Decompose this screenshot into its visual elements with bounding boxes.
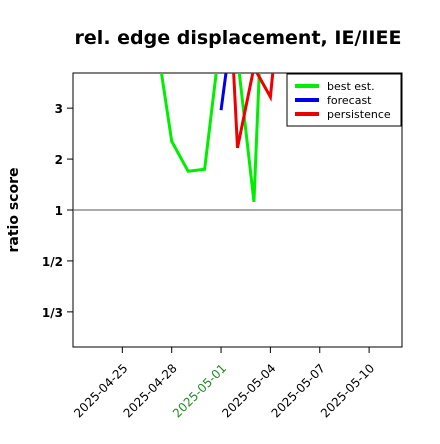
plot-area: [159, 73, 275, 203]
chart-title: rel. edge displacement, IE/IIEE: [75, 27, 402, 49]
legend-label: forecast: [327, 94, 372, 107]
y-tick-label: 1/2: [42, 255, 63, 269]
legend-label: best est.: [327, 80, 375, 93]
series-line: [159, 73, 261, 203]
x-tick-label: 2025-05-10: [318, 361, 377, 420]
series-line: [232, 73, 275, 149]
y-tick-label: 2: [55, 153, 63, 167]
y-tick-label: 1/3: [42, 306, 63, 320]
legend-label: persistence: [327, 108, 391, 121]
y-axis-label: ratio score: [6, 168, 22, 253]
y-tick-label: 1: [55, 204, 63, 218]
series-line: [219, 73, 228, 111]
y-tick-label: 3: [55, 102, 63, 116]
